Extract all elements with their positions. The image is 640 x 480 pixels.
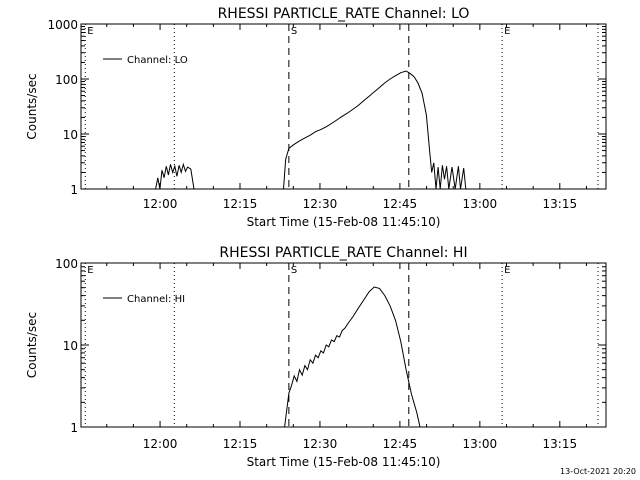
x-axis-label: Start Time (15-Feb-08 11:45:10) (247, 215, 441, 229)
plot-frame (80, 262, 607, 428)
y-tick-label: 10 (63, 128, 78, 142)
chart-title: RHESSI PARTICLE_RATE Channel: HI (219, 245, 467, 261)
footer-timestamp: 13-Oct-2021 20:20 (560, 467, 636, 476)
panel-lo: RHESSI PARTICLE_RATE Channel: LO 12:00 12:… (25, 6, 607, 229)
x-tick-label: 12:15 (223, 197, 258, 211)
x-axis-label: Start Time (15-Feb-08 11:45:10) (247, 455, 441, 469)
x-tick-label: 13:00 (463, 437, 498, 451)
x-tick-label: 12:45 (383, 197, 418, 211)
series-line-segment (155, 162, 195, 190)
series-line-segment (284, 286, 421, 428)
plot-frame (80, 23, 607, 190)
chart-title: RHESSI PARTICLE_RATE Channel: LO (218, 6, 470, 22)
x-tick-label: 13:00 (463, 197, 498, 211)
y-tick-label: 1 (70, 183, 78, 197)
y-tick-label: 100 (55, 73, 78, 87)
event-marker-label: E (504, 265, 510, 276)
event-marker-label: E (504, 26, 510, 37)
x-tick-label: 12:30 (303, 197, 338, 211)
y-axis-label: Counts/sec (25, 73, 39, 139)
x-tick-label: 12:15 (223, 437, 258, 451)
y-tick-label: 1000 (47, 18, 78, 32)
x-tick-label: 13:15 (543, 437, 578, 451)
event-marker-label: E (87, 26, 93, 37)
y-tick-label: 1 (70, 421, 78, 435)
event-marker-label: S (291, 265, 297, 276)
x-tick-label: 12:45 (383, 437, 418, 451)
x-tick-label: 12:00 (143, 197, 178, 211)
legend-label: Channel: HI (127, 294, 185, 305)
panel-hi: RHESSI PARTICLE_RATE Channel: HI 12:00 12:… (25, 245, 607, 469)
y-tick-label: 10 (63, 339, 78, 353)
x-tick-label: 12:30 (303, 437, 338, 451)
y-axis-label: Counts/sec (25, 312, 39, 378)
x-tick-label: 13:15 (543, 197, 578, 211)
event-marker-label: S (291, 26, 297, 37)
legend-label: Channel: LO (127, 55, 188, 66)
y-tick-label: 100 (55, 257, 78, 271)
series-line-segment (283, 70, 467, 190)
x-tick-label: 12:00 (143, 437, 178, 451)
event-marker-label: E (87, 265, 93, 276)
